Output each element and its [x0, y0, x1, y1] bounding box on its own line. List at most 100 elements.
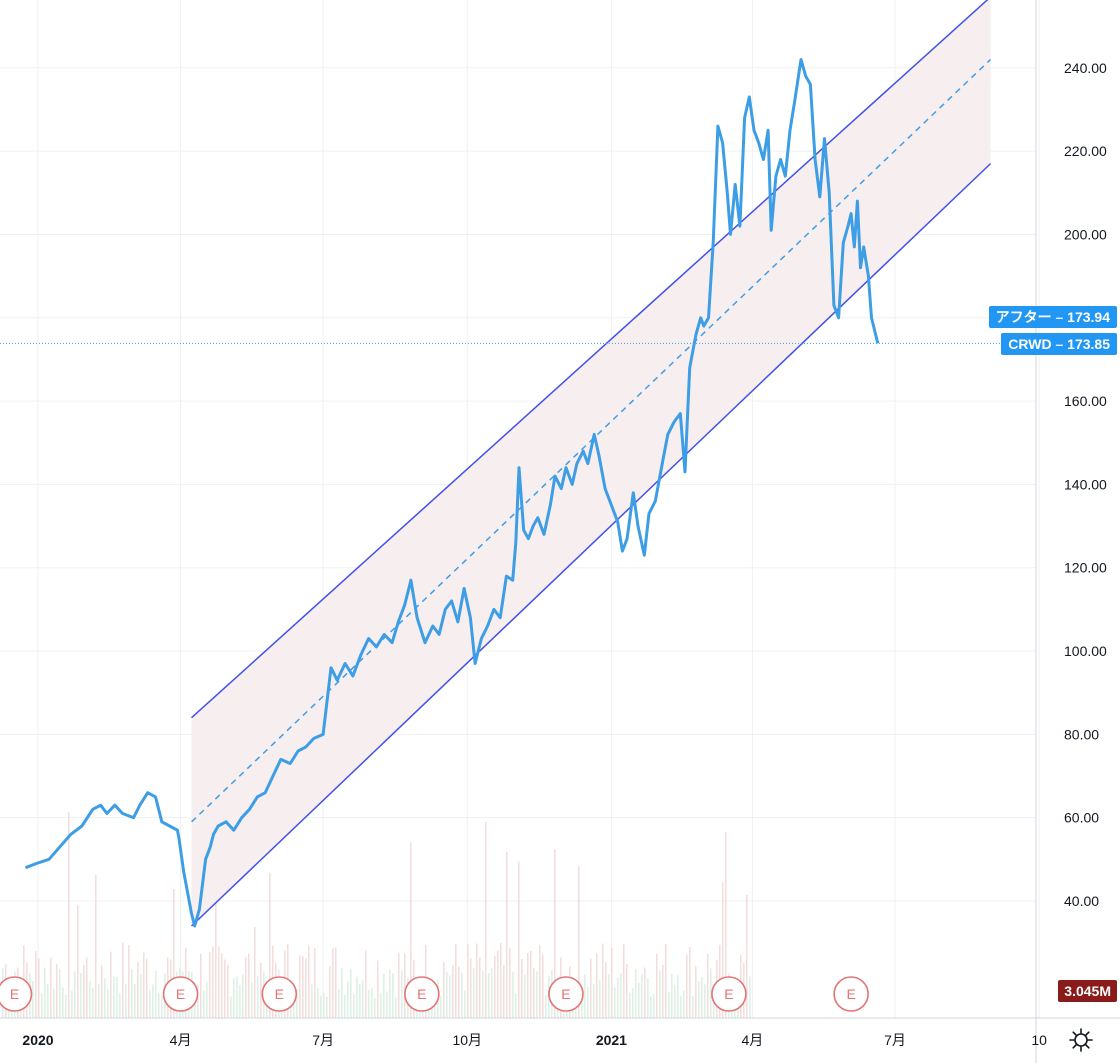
volume-bar [674, 984, 676, 1018]
volume-bar [530, 951, 532, 1018]
volume-bar [314, 948, 316, 1018]
volume-bar [218, 946, 220, 1018]
earnings-circle [404, 976, 440, 1012]
volume-bar [221, 953, 223, 1018]
volume-bar [749, 976, 751, 1018]
last-price-value: 173.85 [1067, 336, 1110, 352]
volume-bar [293, 996, 295, 1018]
volume-bar [341, 968, 343, 1018]
volume-bar [47, 983, 49, 1018]
volume-bar [398, 952, 400, 1018]
volume-bar [350, 968, 352, 1018]
price-series[interactable] [24, 58, 880, 928]
volume-bar [335, 947, 337, 1018]
volume-bar [122, 942, 124, 1018]
volume-bar [452, 965, 454, 1018]
volume-bar [140, 973, 142, 1018]
earnings-marker[interactable]: E [548, 976, 584, 1012]
volume-bar [311, 984, 313, 1018]
volume-bar [578, 866, 580, 1018]
earnings-marker[interactable]: E [404, 976, 440, 1012]
x-tick-label: 7月 [312, 1032, 334, 1048]
volume-bar [383, 973, 385, 1018]
settings-gear-icon[interactable] [1068, 1027, 1094, 1053]
volume-bar [344, 994, 346, 1018]
volume-bar [149, 989, 151, 1018]
earnings-circle [0, 976, 33, 1012]
volume-bar [227, 964, 229, 1018]
volume-bar [323, 993, 325, 1018]
volume-bar [623, 944, 625, 1018]
volume-bar [470, 958, 472, 1018]
regression-channel[interactable] [191, 0, 992, 927]
earnings-marker[interactable]: E [162, 976, 199, 1012]
volume-bar [320, 995, 322, 1018]
volume-bar [326, 996, 328, 1018]
volume-bar [545, 994, 547, 1018]
volume-bar [683, 990, 685, 1018]
volume-bar [632, 988, 634, 1018]
volume-bar [722, 882, 724, 1018]
volume-bar [671, 973, 673, 1018]
volume-bar [41, 993, 43, 1018]
volume-bar [590, 958, 592, 1018]
after-hours-label: アフター [995, 309, 1052, 325]
volume-bar [461, 972, 463, 1018]
volume-bar [542, 954, 544, 1018]
volume-bar [686, 954, 688, 1018]
volume-bar [317, 987, 319, 1018]
earnings-marker[interactable]: E [833, 976, 869, 1012]
volume-bar [485, 821, 487, 1018]
volume-bar [131, 969, 133, 1018]
volume-bar [509, 948, 511, 1018]
volume-bar [380, 992, 382, 1018]
tag-separator: – [1055, 336, 1068, 352]
volume-bar [53, 988, 55, 1018]
volume-bar [653, 994, 655, 1018]
volume-bar [512, 971, 514, 1018]
volume-bar [65, 994, 67, 1018]
volume-bar [587, 986, 589, 1018]
volume-bar [299, 955, 301, 1018]
y-tick-label: 140.00 [1064, 476, 1107, 492]
earnings-marker[interactable]: E [0, 976, 33, 1012]
volume-bar [233, 978, 235, 1018]
volume-bar [602, 943, 604, 1018]
after-hours-value: 173.94 [1067, 309, 1110, 325]
channel-upper-line [191, 0, 989, 719]
volume-bar [86, 957, 88, 1018]
volume-bar [707, 954, 709, 1018]
volume-bar [143, 952, 145, 1018]
volume-bar [98, 984, 100, 1018]
volume-bar [659, 970, 661, 1018]
volume-bar [77, 905, 79, 1018]
volume-bar [635, 968, 637, 1018]
volume-bar [692, 996, 694, 1018]
earnings-marker[interactable]: E [711, 976, 747, 1012]
volume-bar [158, 992, 160, 1018]
volume-bar [458, 966, 460, 1018]
volume-bar [656, 953, 658, 1018]
volume-bar [662, 964, 664, 1018]
volume-bar [533, 967, 535, 1018]
earnings-label: E [275, 986, 284, 1002]
volume-bar [71, 990, 73, 1018]
earnings-label: E [561, 986, 570, 1002]
tag-separator: – [1055, 309, 1068, 325]
volume-bar [368, 989, 370, 1018]
volume-bar [365, 950, 367, 1018]
volume-bar [464, 990, 466, 1018]
volume-value-tag: 3.045M [1058, 980, 1117, 1002]
volume-bar [389, 969, 391, 1018]
volume-bar [89, 981, 91, 1018]
x-tick-label: 4月 [742, 1032, 764, 1048]
volume-bar [704, 984, 706, 1018]
volume-bar [44, 968, 46, 1018]
volume-bar [245, 956, 247, 1018]
earnings-marker[interactable]: E [261, 976, 298, 1012]
volume-bar [500, 943, 502, 1018]
volume-bar [605, 962, 607, 1018]
